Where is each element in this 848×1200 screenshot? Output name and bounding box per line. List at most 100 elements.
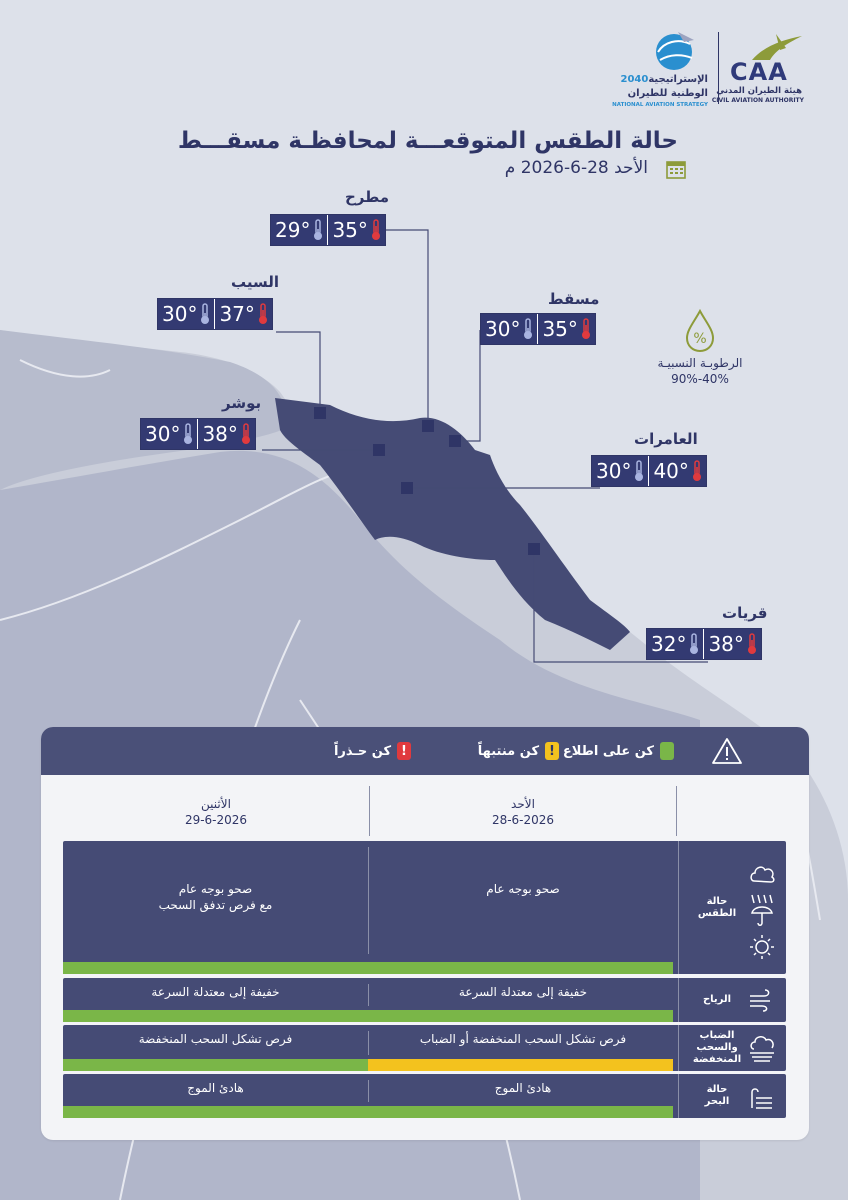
warning-legend-bar: كن على اطلاع ! كن منتبهاً ! كن حـذراً xyxy=(41,727,809,775)
legend-red-label: كن حـذراً xyxy=(333,743,391,759)
weather-day1: صحو بوجه عام xyxy=(486,882,560,896)
temp-chip-mutrah: 29° 35° xyxy=(270,214,386,246)
level-bar-yellow xyxy=(368,1059,673,1071)
humidity-value: 40%-90% xyxy=(671,372,729,386)
waves-icon xyxy=(751,1088,772,1109)
caa-abbr: CAA xyxy=(730,58,788,86)
muscat-governorate xyxy=(275,398,630,650)
min-temp-muscat: 30° xyxy=(485,317,521,341)
red-swatch: ! xyxy=(397,742,411,760)
thermometer-cold-icon xyxy=(689,633,699,655)
forecast-date: الأحد 28-6-2026 م xyxy=(504,158,648,178)
min-temp-quriyat: 32° xyxy=(651,632,687,656)
day-date: 29-6-2026 xyxy=(184,813,248,827)
warning-triangle-icon xyxy=(712,738,742,764)
day-date: 28-6-2026 xyxy=(491,813,555,827)
legend-green: كن على اطلاع xyxy=(563,741,674,761)
city-name-seeb: السيب xyxy=(231,273,280,291)
city-name-bawshar: بوشر xyxy=(222,394,262,412)
day-header-monday: الأثنين 29-6-2026 xyxy=(116,796,316,828)
fog-icon xyxy=(750,1036,774,1062)
level-bar-green xyxy=(63,1010,673,1022)
max-temp-bawshar: 38° xyxy=(202,422,238,446)
legend-green-label: كن على اطلاع xyxy=(562,743,654,759)
temp-chip-quriyat: 32° 38° xyxy=(646,628,762,660)
level-bar-green xyxy=(63,962,673,974)
max-temp-amerat: 40° xyxy=(653,459,689,483)
column-divider xyxy=(676,786,677,836)
level-bar-green xyxy=(63,1106,673,1118)
thermometer-hot-icon xyxy=(258,303,268,325)
green-swatch xyxy=(660,742,674,760)
level-bar-green xyxy=(63,1059,368,1071)
calendar-icon xyxy=(666,161,686,179)
caa-logo xyxy=(724,30,820,108)
max-temp-mutrah: 35° xyxy=(332,218,368,242)
thermometer-cold-icon xyxy=(313,219,323,241)
wind-day2: خفيفة إلى معتدلة السرعة xyxy=(151,985,280,999)
temp-chip-seeb: 30° 37° xyxy=(157,298,273,330)
row-label: حالة xyxy=(706,1084,728,1095)
fog-day1: فرص تشكل السحب المنخفضة أو الضباب xyxy=(419,1032,627,1046)
legend-red: ! كن حـذراً xyxy=(334,741,411,761)
max-temp-quriyat: 38° xyxy=(708,632,744,656)
max-temp-seeb: 37° xyxy=(219,302,255,326)
min-temp-amerat: 30° xyxy=(596,459,632,483)
weather-day2-line1: صحو بوجه عام xyxy=(178,882,253,896)
temp-chip-bawshar: 30° 38° xyxy=(140,418,256,450)
day-header-sunday: الأحد 28-6-2026 xyxy=(423,796,623,828)
wind-icon xyxy=(750,989,770,1012)
temp-chip-amerat: 30° 40° xyxy=(591,455,707,487)
humidity-drop-icon: % xyxy=(685,308,715,353)
caa-name-ar: هيئة الطيران المدني xyxy=(716,86,802,96)
thermometer-cold-icon xyxy=(634,460,644,482)
day-name: الأثنين xyxy=(201,797,231,811)
row-wind: الرياح خفيفة إلى معتدلة السرعة خفيفة إلى… xyxy=(63,978,786,1022)
min-temp-bawshar: 30° xyxy=(145,422,181,446)
row-label: الرياح xyxy=(702,994,732,1005)
day-name: الأحد xyxy=(511,797,535,811)
thermometer-cold-icon xyxy=(183,423,193,445)
page-title: حالة الطقس المتوقعـــة لمحافظـة مسقـــط xyxy=(177,128,678,154)
row-label: الضباب xyxy=(699,1030,735,1041)
caa-name-en: CIVIL AVIATION AUTHORITY xyxy=(711,97,804,104)
thermometer-hot-icon xyxy=(747,633,757,655)
city-name-amerat: العامرات xyxy=(634,430,698,448)
header-divider xyxy=(718,32,719,104)
row-fog: الضباب والسحب المنخفضة فرص تشكل السحب ال… xyxy=(63,1025,786,1071)
caa-plane-icon xyxy=(752,34,802,60)
city-name-muscat: مسقط xyxy=(548,290,600,308)
min-temp-seeb: 30° xyxy=(162,302,198,326)
humidity-label: الرطوبـة النسبيـة xyxy=(657,356,743,370)
sea-day1: هادئ الموج xyxy=(494,1081,552,1095)
row-label: المنخفضة xyxy=(692,1054,742,1065)
row-weather: حالة الطقس صحو بوجه عام صحو بوجه عام مع … xyxy=(63,841,786,974)
yellow-swatch: ! xyxy=(545,742,559,760)
thermometer-hot-icon xyxy=(371,219,381,241)
row-label: البحر xyxy=(704,1096,730,1107)
fog-day2: فرص تشكل السحب المنخفضة xyxy=(138,1032,293,1046)
weather-day2-line2: مع فرص تدفق السحب xyxy=(158,898,273,912)
strategy-year: 2040 xyxy=(620,74,649,85)
row-sea: حالة البحر هادئ الموج هادئ الموج xyxy=(63,1074,786,1118)
thermometer-cold-icon xyxy=(523,318,533,340)
strategy-title-2: الوطنية للطيران xyxy=(627,88,708,99)
national-aviation-strategy-logo: الإستراتيجية2040 الوطنية للطيران NATIONA… xyxy=(612,28,712,108)
row-label: حالة الطقس xyxy=(697,895,737,919)
land-area-2 xyxy=(0,330,282,490)
row-label: والسحب xyxy=(696,1042,738,1053)
strategy-title-en: NATIONAL AVIATION STRATEGY xyxy=(612,102,708,108)
sea-day2: هادئ الموج xyxy=(187,1081,244,1095)
thermometer-hot-icon xyxy=(581,318,591,340)
city-name-mutrah: مطرح xyxy=(345,188,390,206)
globe-icon xyxy=(656,32,694,70)
cloud-sun-rain-icon xyxy=(750,866,775,959)
column-divider xyxy=(369,786,370,836)
city-name-quriyat: قريات xyxy=(722,604,768,622)
thermometer-hot-icon xyxy=(692,460,702,482)
wind-day1: خفيفة إلى معتدلة السرعة xyxy=(458,985,588,999)
svg-text:%: % xyxy=(693,331,706,347)
legend-yellow-label: كن منتبهاً xyxy=(477,743,539,759)
legend-yellow: ! كن منتبهاً xyxy=(478,741,559,761)
min-temp-mutrah: 29° xyxy=(275,218,311,242)
